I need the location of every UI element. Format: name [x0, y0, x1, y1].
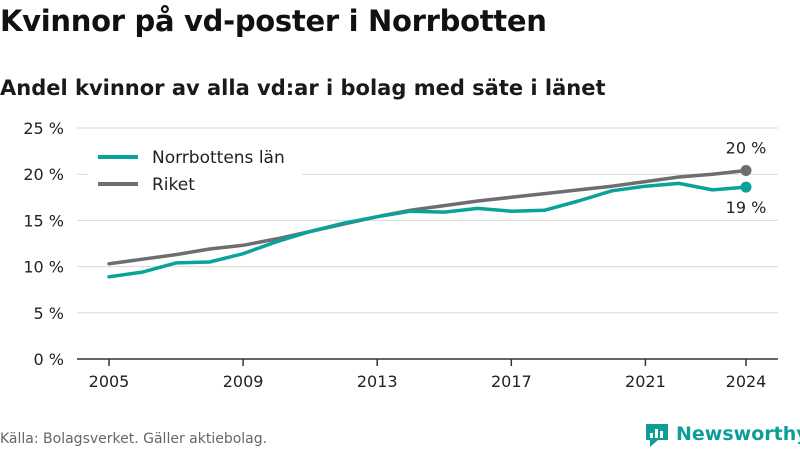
legend-background [88, 141, 302, 201]
y-tick-label: 10 % [23, 258, 64, 277]
source-note: Källa: Bolagsverket. Gäller aktiebolag. [0, 431, 268, 447]
y-tick-label: 15 % [23, 211, 64, 230]
legend-label: Riket [152, 175, 195, 195]
x-tick-label: 2013 [357, 372, 398, 391]
legend: Norrbottens län Riket [88, 141, 302, 201]
y-tick-label: 0 % [34, 350, 64, 369]
y-tick-label: 20 % [23, 165, 64, 184]
x-tick-label: 2005 [89, 372, 130, 391]
end-point-norrbottens-l-n [740, 181, 752, 193]
x-tick-label: 2021 [625, 372, 666, 391]
y-tick-label: 5 % [34, 304, 64, 323]
x-tick-label: 2024 [726, 372, 767, 391]
end-point-riket [740, 165, 752, 177]
newsworthy-logo-icon [646, 424, 668, 447]
y-tick-label: 25 % [23, 119, 64, 138]
y-axis: 0 % 5 % 10 % 15 % 20 % 25 % [23, 119, 64, 369]
series-line-riket [107, 168, 748, 266]
newsworthy-logo: Newsworthy [644, 420, 800, 448]
end-label-norrbottens-l-n: 19 % [726, 198, 767, 217]
x-tick-label: 2017 [491, 372, 532, 391]
series-line-norrbottens-l-n [107, 181, 748, 279]
brand-name: Newsworthy [676, 423, 800, 445]
x-axis: 2005 2009 2013 2017 2021 2024 [77, 358, 778, 391]
line-chart: 0 %5 %10 %15 %20 %25 % 2005 2009 2013 2017 2… [23, 119, 778, 391]
legend-label: Norrbottens län [152, 148, 285, 168]
chart-title: Kvinnor på vd-poster i Norrbotten [0, 4, 547, 38]
chart-subtitle: Andel kvinnor av alla vd:ar i bolag med … [0, 76, 606, 100]
series-lines: 20 % 19 % [107, 139, 767, 279]
x-tick-label: 2009 [223, 372, 264, 391]
end-label-riket: 20 % [726, 139, 767, 158]
